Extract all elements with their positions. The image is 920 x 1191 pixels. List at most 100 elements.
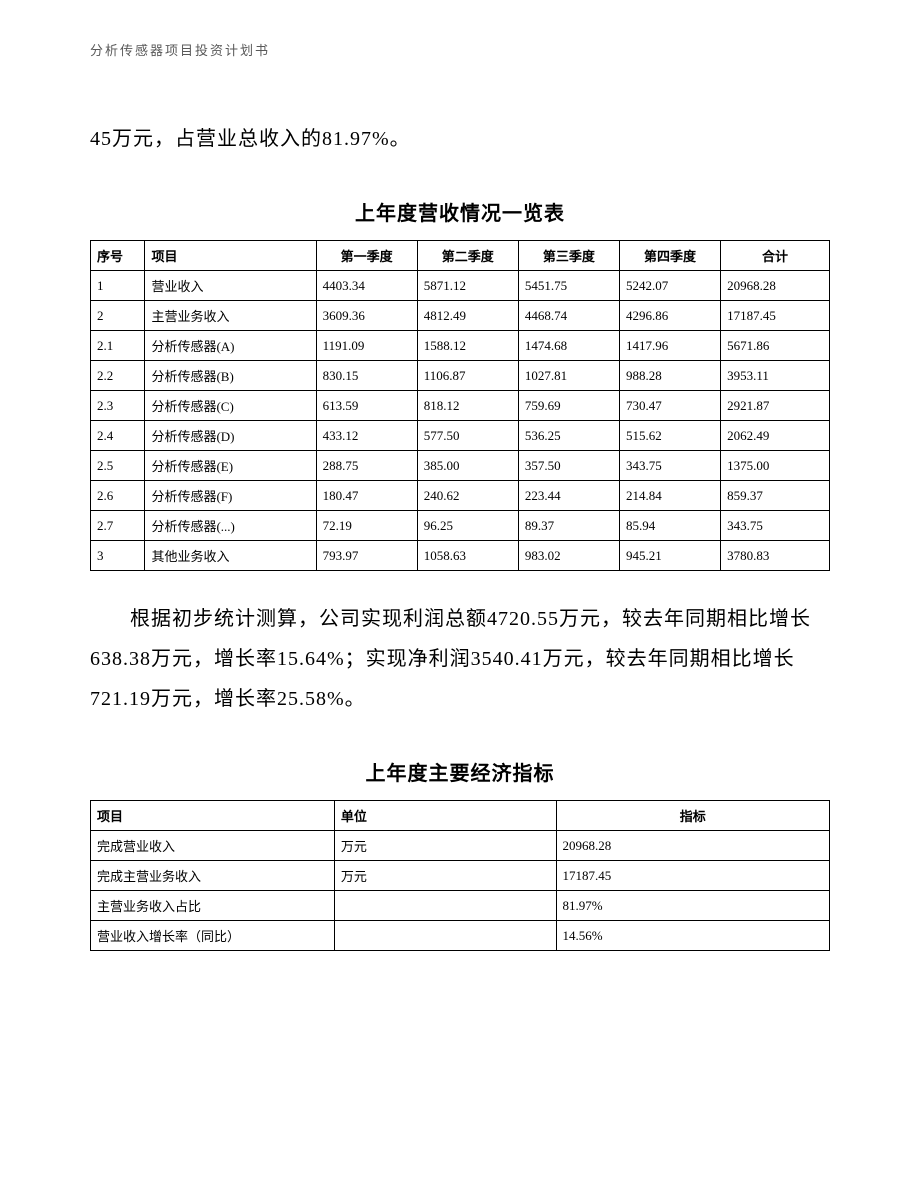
table-cell: 2.6 xyxy=(91,481,145,511)
page-header: 分析传感器项目投资计划书 xyxy=(90,40,830,59)
table-cell: 完成主营业务收入 xyxy=(91,861,335,891)
table-cell: 2921.87 xyxy=(721,391,830,421)
table-row: 2.7分析传感器(...)72.1996.2589.3785.94343.75 xyxy=(91,511,830,541)
table-cell: 214.84 xyxy=(619,481,720,511)
page: 分析传感器项目投资计划书 45万元，占营业总收入的81.97%。 上年度营收情况… xyxy=(0,0,920,1191)
table-cell: 分析传感器(F) xyxy=(145,481,316,511)
table-row: 2.6分析传感器(F)180.47240.62223.44214.84859.3… xyxy=(91,481,830,511)
table-cell: 343.75 xyxy=(619,451,720,481)
table-cell: 730.47 xyxy=(619,391,720,421)
table-cell: 759.69 xyxy=(518,391,619,421)
table-cell: 4812.49 xyxy=(417,301,518,331)
table-cell: 536.25 xyxy=(518,421,619,451)
table-cell: 2.3 xyxy=(91,391,145,421)
table-cell: 433.12 xyxy=(316,421,417,451)
col-header: 第一季度 xyxy=(316,241,417,271)
table-cell: 81.97% xyxy=(556,891,829,921)
table-cell: 5451.75 xyxy=(518,271,619,301)
table-row: 主营业务收入占比81.97% xyxy=(91,891,830,921)
table-row: 2主营业务收入3609.364812.494468.744296.8617187… xyxy=(91,301,830,331)
table-cell: 2.5 xyxy=(91,451,145,481)
col-header: 序号 xyxy=(91,241,145,271)
table-cell: 1474.68 xyxy=(518,331,619,361)
table-cell: 4468.74 xyxy=(518,301,619,331)
indicator-table-title: 上年度主要经济指标 xyxy=(90,757,830,786)
table-row: 2.2分析传感器(B)830.151106.871027.81988.28395… xyxy=(91,361,830,391)
table-header-row: 项目 单位 指标 xyxy=(91,801,830,831)
table-row: 完成营业收入万元20968.28 xyxy=(91,831,830,861)
table-row: 完成主营业务收入万元17187.45 xyxy=(91,861,830,891)
table-cell: 3609.36 xyxy=(316,301,417,331)
table-cell: 5671.86 xyxy=(721,331,830,361)
table-cell: 343.75 xyxy=(721,511,830,541)
table-cell: 营业收入 xyxy=(145,271,316,301)
table-row: 3其他业务收入793.971058.63983.02945.213780.83 xyxy=(91,541,830,571)
table-cell: 20968.28 xyxy=(721,271,830,301)
table-cell: 17187.45 xyxy=(556,861,829,891)
table-cell: 其他业务收入 xyxy=(145,541,316,571)
table-cell: 4296.86 xyxy=(619,301,720,331)
table-cell: 859.37 xyxy=(721,481,830,511)
table-cell: 分析传感器(...) xyxy=(145,511,316,541)
table-row: 2.5分析传感器(E)288.75385.00357.50343.751375.… xyxy=(91,451,830,481)
table-cell: 288.75 xyxy=(316,451,417,481)
paragraph-2: 根据初步统计测算，公司实现利润总额4720.55万元，较去年同期相比增长638.… xyxy=(90,599,830,719)
table-cell: 988.28 xyxy=(619,361,720,391)
table-cell: 85.94 xyxy=(619,511,720,541)
table-cell: 2.7 xyxy=(91,511,145,541)
table-cell: 577.50 xyxy=(417,421,518,451)
table-cell: 983.02 xyxy=(518,541,619,571)
table-cell: 515.62 xyxy=(619,421,720,451)
col-header: 第二季度 xyxy=(417,241,518,271)
table-cell: 1191.09 xyxy=(316,331,417,361)
revenue-table-title: 上年度营收情况一览表 xyxy=(90,197,830,226)
table-cell: 830.15 xyxy=(316,361,417,391)
col-header: 单位 xyxy=(334,801,556,831)
table-row: 2.1分析传感器(A)1191.091588.121474.681417.965… xyxy=(91,331,830,361)
table-cell: 3953.11 xyxy=(721,361,830,391)
table-cell: 万元 xyxy=(334,861,556,891)
col-header: 项目 xyxy=(91,801,335,831)
table-cell: 1375.00 xyxy=(721,451,830,481)
table-row: 2.3分析传感器(C)613.59818.12759.69730.472921.… xyxy=(91,391,830,421)
table-cell: 2 xyxy=(91,301,145,331)
table-cell: 分析传感器(D) xyxy=(145,421,316,451)
table-row: 2.4分析传感器(D)433.12577.50536.25515.622062.… xyxy=(91,421,830,451)
table-cell: 2.4 xyxy=(91,421,145,451)
table-cell: 96.25 xyxy=(417,511,518,541)
paragraph-1: 45万元，占营业总收入的81.97%。 xyxy=(90,119,830,159)
table-cell: 17187.45 xyxy=(721,301,830,331)
table-cell: 2.1 xyxy=(91,331,145,361)
table-cell: 2.2 xyxy=(91,361,145,391)
table-cell: 180.47 xyxy=(316,481,417,511)
table-cell: 主营业务收入 xyxy=(145,301,316,331)
col-header: 第四季度 xyxy=(619,241,720,271)
table-cell: 1058.63 xyxy=(417,541,518,571)
col-header: 合计 xyxy=(721,241,830,271)
table-cell: 89.37 xyxy=(518,511,619,541)
table-cell: 1027.81 xyxy=(518,361,619,391)
table-cell: 945.21 xyxy=(619,541,720,571)
table-cell: 613.59 xyxy=(316,391,417,421)
table-cell: 4403.34 xyxy=(316,271,417,301)
indicator-table: 项目 单位 指标 完成营业收入万元20968.28完成主营业务收入万元17187… xyxy=(90,800,830,951)
table-cell: 1 xyxy=(91,271,145,301)
table-cell: 分析传感器(C) xyxy=(145,391,316,421)
table-cell xyxy=(334,921,556,951)
table-cell: 5871.12 xyxy=(417,271,518,301)
table-cell: 1588.12 xyxy=(417,331,518,361)
table-cell: 14.56% xyxy=(556,921,829,951)
table-cell: 完成营业收入 xyxy=(91,831,335,861)
table-cell: 分析传感器(B) xyxy=(145,361,316,391)
table-cell: 72.19 xyxy=(316,511,417,541)
col-header: 项目 xyxy=(145,241,316,271)
table-cell: 5242.07 xyxy=(619,271,720,301)
table-cell: 2062.49 xyxy=(721,421,830,451)
table-cell: 240.62 xyxy=(417,481,518,511)
table-cell: 分析传感器(A) xyxy=(145,331,316,361)
col-header: 指标 xyxy=(556,801,829,831)
table-cell: 营业收入增长率（同比） xyxy=(91,921,335,951)
table-cell: 3 xyxy=(91,541,145,571)
table-header-row: 序号 项目 第一季度 第二季度 第三季度 第四季度 合计 xyxy=(91,241,830,271)
col-header: 第三季度 xyxy=(518,241,619,271)
